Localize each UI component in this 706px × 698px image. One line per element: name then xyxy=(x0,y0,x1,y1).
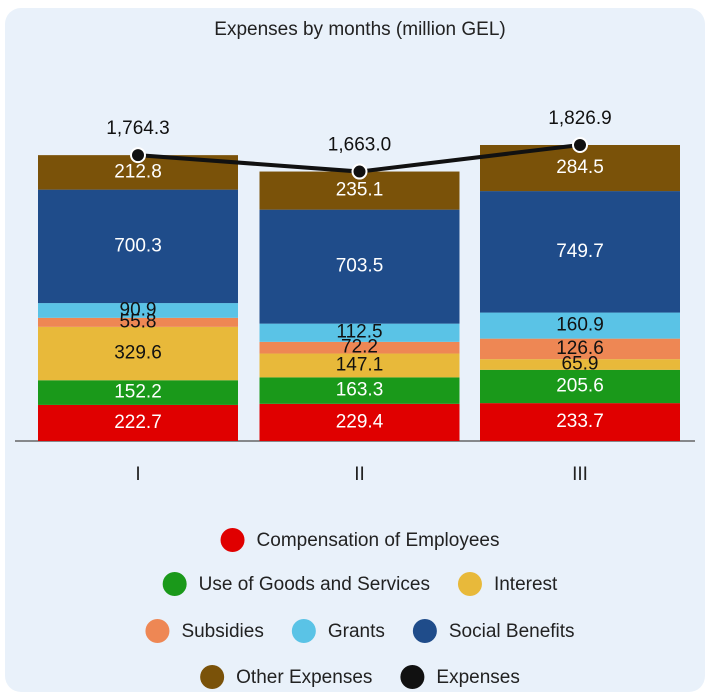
line-point xyxy=(130,147,146,164)
legend-item: Compensation of Employees xyxy=(220,528,500,552)
data-label: 147.1 xyxy=(336,354,384,375)
data-label: 160.9 xyxy=(556,315,604,336)
bar-segment xyxy=(480,369,680,404)
data-label: 212.8 xyxy=(114,161,162,182)
bar-segment xyxy=(38,326,238,381)
bar-segment xyxy=(480,359,680,370)
legend-label: Grants xyxy=(328,621,385,642)
bar-segment xyxy=(259,353,460,378)
legend-marker xyxy=(162,572,187,596)
legend-item: Expenses xyxy=(400,665,520,689)
bar-segment xyxy=(259,209,460,324)
line-point xyxy=(572,137,588,153)
data-label: 65.9 xyxy=(562,354,599,375)
data-label: 235.1 xyxy=(336,180,384,201)
data-label: 152.2 xyxy=(114,382,162,403)
legend-marker xyxy=(220,528,245,552)
data-label: 233.7 xyxy=(556,411,604,432)
legend-marker xyxy=(412,619,437,643)
line-label: 1,663.0 xyxy=(328,135,391,156)
bar-segment xyxy=(38,303,238,318)
legend-marker xyxy=(457,572,482,596)
data-label: 126.6 xyxy=(556,338,604,359)
bar-segment xyxy=(38,317,238,327)
legend-marker xyxy=(200,665,225,689)
x-tick-label: II xyxy=(354,464,365,485)
legend-label: Compensation of Employees xyxy=(257,530,500,551)
legend-item: Subsidies xyxy=(145,619,264,643)
legend-marker xyxy=(145,619,170,643)
line-point xyxy=(351,163,368,180)
bar-segment xyxy=(480,338,680,360)
x-tick-label: III xyxy=(572,464,588,485)
legend-item: Interest xyxy=(457,572,558,596)
bar-segment xyxy=(38,404,238,441)
legend-item: Use of Goods and Services xyxy=(162,572,430,596)
line-label: 1,826.9 xyxy=(548,108,611,129)
legend-item: Other Expenses xyxy=(200,665,372,689)
bar-segment xyxy=(259,323,460,342)
legend-label: Use of Goods and Services xyxy=(199,574,430,595)
data-label: 90.9 xyxy=(120,299,157,320)
legend-label: Other Expenses xyxy=(236,667,372,688)
legend-item: Social Benefits xyxy=(412,619,575,643)
data-label: 329.6 xyxy=(114,343,162,364)
data-label: 749.7 xyxy=(556,241,604,262)
bar-segment xyxy=(38,380,238,405)
data-label: 112.5 xyxy=(336,322,382,343)
line-label: 1,764.3 xyxy=(106,118,169,139)
bar-segment xyxy=(480,312,680,339)
bar-segment xyxy=(259,403,460,441)
legend-label: Expenses xyxy=(436,667,519,688)
data-label: 163.3 xyxy=(336,380,384,401)
data-label: 55.8 xyxy=(120,311,157,332)
bar-segment xyxy=(259,377,460,404)
data-label: 700.3 xyxy=(114,235,162,256)
data-label: 205.6 xyxy=(556,375,604,396)
data-label: 222.7 xyxy=(114,412,162,433)
legend-marker xyxy=(291,619,316,643)
legend-label: Interest xyxy=(494,574,558,595)
legend-label: Social Benefits xyxy=(449,621,575,642)
legend-marker xyxy=(400,665,425,689)
data-label: 72.2 xyxy=(341,337,378,358)
bar-segment xyxy=(259,341,460,354)
bar-segment xyxy=(38,189,238,304)
data-label: 284.5 xyxy=(556,157,604,178)
data-label: 229.4 xyxy=(336,411,384,432)
legend-label: Subsidies xyxy=(181,621,263,642)
data-label: 703.5 xyxy=(336,256,384,277)
legend-item: Grants xyxy=(291,619,385,643)
bar-segment xyxy=(480,191,680,313)
chart-title: Expenses by months (million GEL) xyxy=(214,19,505,40)
x-tick-label: I xyxy=(135,464,140,485)
bar-segment xyxy=(480,403,680,441)
